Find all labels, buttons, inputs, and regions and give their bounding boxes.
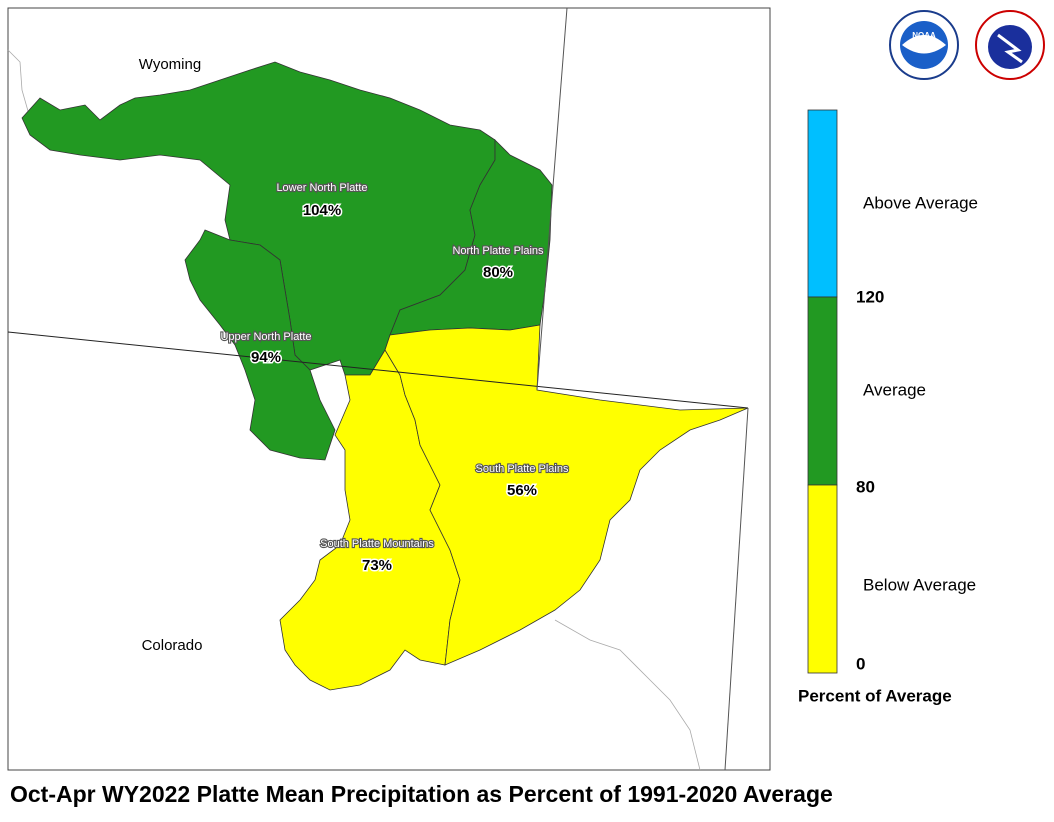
logo-text: NOAA: [912, 31, 936, 40]
basin-percent: 80%: [483, 264, 513, 281]
basin-name: North Platte Plains: [452, 245, 544, 257]
legend-class: Average: [863, 380, 926, 399]
basin-percent: 56%: [507, 482, 537, 499]
legend-class: Above Average: [863, 193, 978, 212]
state-border: [536, 7, 568, 391]
legend-break: 0: [856, 654, 865, 673]
state-border: [7, 331, 749, 409]
basin-percent: 73%: [362, 557, 392, 574]
legend-swatch: [807, 296, 838, 486]
legend-title: Percent of Average: [798, 686, 952, 705]
state-label: Wyoming: [139, 56, 201, 73]
basin-percent: 104%: [303, 202, 341, 219]
legend-swatch: [807, 109, 838, 298]
state-border: [724, 407, 749, 771]
basin-name: Upper North Platte: [220, 331, 311, 343]
basin-south-platte-plains: [384, 324, 749, 666]
noaa-logo: NOAA: [889, 10, 959, 80]
state-label: Colorado: [142, 637, 203, 654]
basin-percent: 94%: [251, 349, 281, 366]
basin-name: Lower North Platte: [276, 182, 367, 194]
basin-name: South Platte Plains: [476, 463, 569, 475]
nws-logo: [975, 10, 1045, 80]
basin-upper-north-platte: [184, 229, 336, 461]
legend-class: Below Average: [863, 575, 976, 594]
legend-break: 120: [856, 287, 884, 306]
boundary: [554, 619, 701, 771]
legend-swatch: [807, 484, 838, 674]
basin-name: South Platte Mountains: [320, 538, 434, 550]
map-title: Oct-Apr WY2022 Platte Mean Precipitation…: [10, 781, 833, 807]
legend-break: 80: [856, 477, 875, 496]
boundary: [7, 49, 31, 119]
